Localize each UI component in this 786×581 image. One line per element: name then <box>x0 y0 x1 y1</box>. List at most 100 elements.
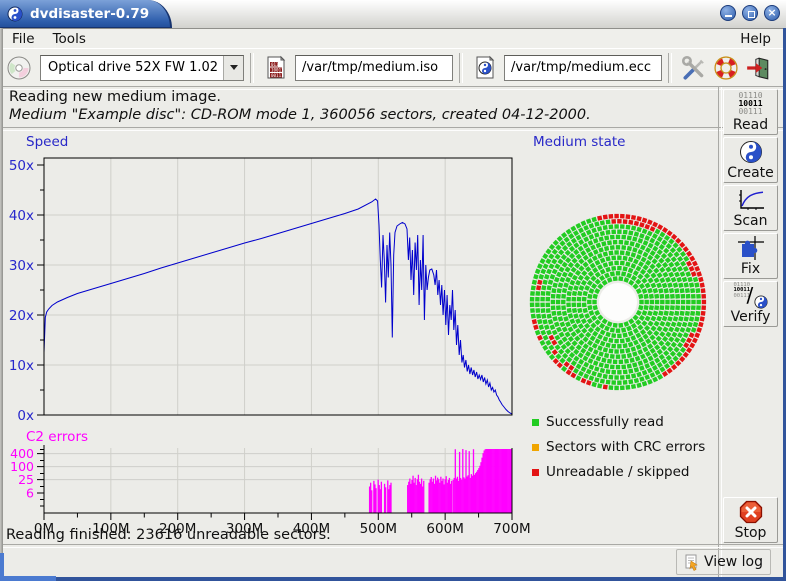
bottom-bar: View log <box>3 546 783 577</box>
sidebar-separator <box>718 87 722 577</box>
drive-select-arrow[interactable] <box>223 55 243 80</box>
svg-text:10x: 10x <box>9 358 34 374</box>
titlebar[interactable]: dvdisaster-0.79 × <box>0 0 786 29</box>
preferences-button[interactable] <box>678 53 710 83</box>
help-button[interactable] <box>710 53 742 83</box>
image-file-icon: 011 10011 00111 <box>267 55 286 78</box>
svg-text:700M: 700M <box>493 521 530 533</box>
svg-text:011: 011 <box>271 61 279 66</box>
svg-text:100: 100 <box>10 459 34 474</box>
app-yinyang-icon <box>7 6 23 21</box>
svg-text:200M: 200M <box>159 521 196 533</box>
menu-help[interactable]: Help <box>740 30 771 47</box>
ecc-file-button[interactable] <box>469 53 501 83</box>
exit-door-icon <box>747 57 769 80</box>
close-button[interactable]: × <box>764 5 780 21</box>
resize-grip[interactable] <box>0 553 4 581</box>
mini-yinyang-icon <box>753 294 768 309</box>
separator <box>3 127 783 131</box>
quit-button[interactable] <box>742 53 774 83</box>
c2-chart-title: C2 errors <box>26 429 89 445</box>
speed-gridlines <box>44 158 512 415</box>
toolbar: Optical drive 52X FW 1.02 011 10011 0011… <box>3 49 783 87</box>
scan-label: Scan <box>733 213 768 229</box>
toolbar-separator <box>459 52 463 83</box>
separator <box>3 86 783 90</box>
cd-icon <box>7 56 31 79</box>
legend-row: Sectors with CRC errors <box>532 439 712 455</box>
read-digits-icon: 01110 10011 00111 <box>738 90 763 116</box>
svg-text:0M: 0M <box>34 521 54 533</box>
tools-icon <box>681 55 704 80</box>
disc-segments <box>529 213 707 391</box>
svg-text:0x: 0x <box>17 408 34 424</box>
stop-sign-icon <box>739 500 762 523</box>
speed-curve <box>43 198 513 415</box>
legend-label: Unreadable / skipped <box>546 464 690 480</box>
legend-label: Sectors with CRC errors <box>546 439 706 455</box>
toolbar-separator <box>668 52 672 83</box>
svg-text:500M: 500M <box>360 521 397 533</box>
ecc-path-input[interactable] <box>504 54 662 81</box>
create-button[interactable]: Create <box>723 137 778 183</box>
create-label: Create <box>727 165 774 181</box>
svg-text:6: 6 <box>26 486 34 501</box>
svg-text:40x: 40x <box>9 208 34 224</box>
fix-button[interactable]: Fix <box>723 233 778 279</box>
svg-text:400M: 400M <box>293 521 330 533</box>
medium-state-legend: Successfully read Sectors with CRC error… <box>532 414 712 489</box>
menu-file[interactable]: File <box>12 30 35 47</box>
verify-label: Verify <box>730 309 771 325</box>
footer-message: Reading finished: 23616 unreadable secto… <box>6 527 331 543</box>
window-title: dvdisaster-0.79 <box>30 5 150 22</box>
window-border-right[interactable] <box>783 28 786 581</box>
view-log-label: View log <box>703 554 763 570</box>
chevron-down-icon <box>229 65 238 70</box>
drive-select-value: Optical drive 52X FW 1.02 <box>48 60 219 75</box>
window-border-bottom[interactable] <box>3 577 786 581</box>
disc-hole <box>599 283 637 321</box>
view-log-icon <box>685 554 698 571</box>
fix-label: Fix <box>740 261 761 277</box>
status-area: Reading new medium image. Medium "Exampl… <box>3 88 783 127</box>
scan-button[interactable]: Scan <box>723 185 778 231</box>
svg-text:100M: 100M <box>92 521 129 533</box>
svg-text:25: 25 <box>18 472 34 487</box>
legend-swatch-red <box>532 468 539 476</box>
window-border-left[interactable] <box>0 28 3 581</box>
stop-label: Stop <box>734 525 767 541</box>
c2-bars <box>368 449 512 513</box>
yinyang-icon <box>739 140 762 163</box>
drive-select[interactable]: Optical drive 52X FW 1.02 <box>40 54 244 81</box>
drive-button[interactable] <box>3 53 35 83</box>
legend-label: Successfully read <box>546 414 664 430</box>
iso-file-button[interactable]: 011 10011 00111 <box>260 53 292 83</box>
resize-grip[interactable] <box>0 576 56 581</box>
svg-text:20x: 20x <box>9 308 34 324</box>
view-log-button[interactable]: View log <box>675 549 771 575</box>
iso-path-input[interactable] <box>295 54 453 81</box>
medium-state-disc <box>529 213 707 391</box>
verify-icon: 01110 10011 00111 / <box>734 282 768 309</box>
menu-tools[interactable]: Tools <box>52 30 86 47</box>
legend-row: Successfully read <box>532 414 712 430</box>
status-line2: Medium "Example disc": CD-ROM mode 1, 36… <box>9 107 591 123</box>
ecc-file-icon <box>476 55 495 78</box>
maximize-button[interactable] <box>742 5 758 21</box>
read-button[interactable]: 01110 10011 00111 Read <box>723 89 778 135</box>
svg-text:400: 400 <box>10 446 34 461</box>
read-label: Read <box>732 117 769 133</box>
legend-swatch-orange <box>532 443 539 451</box>
legend-row: Unreadable / skipped <box>532 464 712 480</box>
minimize-button[interactable] <box>720 5 736 21</box>
toolbar-separator <box>250 52 254 83</box>
menubar: File Tools Help <box>3 29 783 49</box>
svg-text:300M: 300M <box>226 521 263 533</box>
svg-text:600M: 600M <box>426 521 463 533</box>
verify-button[interactable]: 01110 10011 00111 / Verify <box>723 281 778 327</box>
stop-button[interactable]: Stop <box>723 497 778 543</box>
titlebar-tab[interactable]: dvdisaster-0.79 <box>0 0 172 28</box>
svg-text:30x: 30x <box>9 258 34 274</box>
